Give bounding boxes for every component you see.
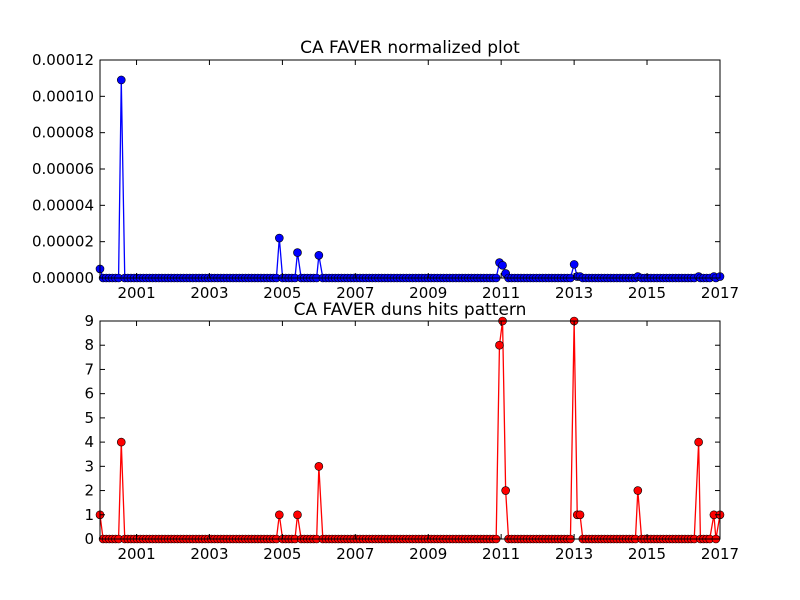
duns-hits-x-tick-label: 2007: [336, 545, 374, 563]
normalized-plot-y-tick-label: 0.00006: [32, 160, 94, 178]
normalized-plot-x-tick-label: 2007: [336, 284, 374, 302]
normalized-plot-panel: CA FAVER normalized plot 2001 2003 2005 200…: [32, 38, 739, 302]
duns-hits-series-line: [99, 320, 721, 540]
normalized-plot-y-tick-label: 0.00002: [32, 233, 94, 251]
normalized-plot-data-point: [293, 248, 302, 257]
normalized-plot-axes: 2001 2003 2005 2007 2009 2011 2013 2015 2017 0.00…: [32, 51, 739, 302]
duns-hits-y-tick-label: 9: [84, 312, 94, 330]
duns-hits-data-point: [501, 486, 510, 495]
duns-hits-y-tick-label: 3: [84, 457, 94, 475]
duns-hits-y-tick-label: 0: [84, 530, 94, 548]
normalized-plot-y-tick-label: 0.00000: [32, 269, 94, 287]
duns-hits-axes: 2001 2003 2005 2007 2009 2011 2013 2015 2017 0 1 2 3…: [84, 312, 739, 563]
duns-hits-data-point: [495, 340, 504, 350]
duns-hits-y-tick-label: 2: [84, 482, 94, 500]
normalized-plot-y-tick-label: 0.00010: [32, 87, 94, 105]
normalized-plot-y-tick-label: 0.00012: [32, 51, 94, 69]
normalized-plot-x-tick-label: 2013: [555, 284, 593, 302]
duns-hits-y-tick-label: 4: [84, 433, 94, 451]
duns-hits-data-point: [694, 437, 703, 447]
duns-hits-data-point: [633, 486, 643, 495]
normalized-plot-y-tick-label: 0.00004: [32, 196, 94, 214]
duns-hits-data-point: [293, 510, 302, 520]
duns-hits-panel: CA FAVER duns hits pattern 2001 2003 2005 2…: [84, 300, 739, 563]
normalized-plot-data-point: [275, 233, 284, 243]
duns-hits-marks: [95, 316, 725, 544]
duns-hits-y-tick-label: 6: [84, 385, 94, 403]
duns-hits-data-point: [314, 462, 324, 471]
duns-hits-x-tick-label: 2009: [409, 545, 447, 563]
duns-hits-x-tick-label: 2005: [263, 545, 301, 563]
normalized-plot-frame: [99, 59, 721, 279]
duns-hits-y-tick-label: 5: [84, 409, 94, 427]
normalized-plot-x-tick-label: 2009: [409, 284, 447, 302]
duns-hits-data-point: [116, 437, 126, 447]
duns-hits-frame: [99, 320, 721, 540]
normalized-plot-x-tick-label: 2017: [701, 284, 739, 302]
normalized-plot-series-line: [99, 79, 721, 279]
normalized-plot-x-tick-label: 2003: [190, 284, 228, 302]
normalized-plot-x-tick-label: 2001: [117, 284, 155, 302]
normalized-plot-y-tick-label: 0.00008: [32, 124, 94, 142]
normalized-plot-x-tick-label: 2015: [628, 284, 666, 302]
duns-hits-x-tick-label: 2011: [482, 545, 520, 563]
normalized-plot-data-point: [569, 260, 579, 269]
duns-hits-title: CA FAVER duns hits pattern: [294, 300, 527, 320]
duns-hits-x-tick-label: 2015: [628, 545, 666, 563]
duns-hits-y-tick-label: 8: [84, 336, 94, 354]
duns-hits-x-tick-label: 2013: [555, 545, 593, 563]
normalized-plot-x-tick-label: 2011: [482, 284, 520, 302]
duns-hits-x-tick-label: 2017: [701, 545, 739, 563]
normalized-plot-title: CA FAVER normalized plot: [300, 38, 520, 58]
duns-hits-y-tick-label: 1: [84, 506, 94, 524]
normalized-plot-marks: [95, 75, 725, 283]
duns-hits-y-tick-label: 7: [84, 360, 94, 378]
duns-hits-data-point: [275, 510, 284, 520]
normalized-plot-x-tick-label: 2005: [263, 284, 301, 302]
normalized-plot-data-point: [116, 75, 126, 85]
duns-hits-x-tick-label: 2001: [117, 545, 155, 563]
normalized-plot-data-point: [498, 260, 507, 270]
duns-hits-x-tick-label: 2003: [190, 545, 228, 563]
normalized-plot-data-point: [314, 250, 324, 260]
duns-hits-data-point: [575, 510, 585, 520]
